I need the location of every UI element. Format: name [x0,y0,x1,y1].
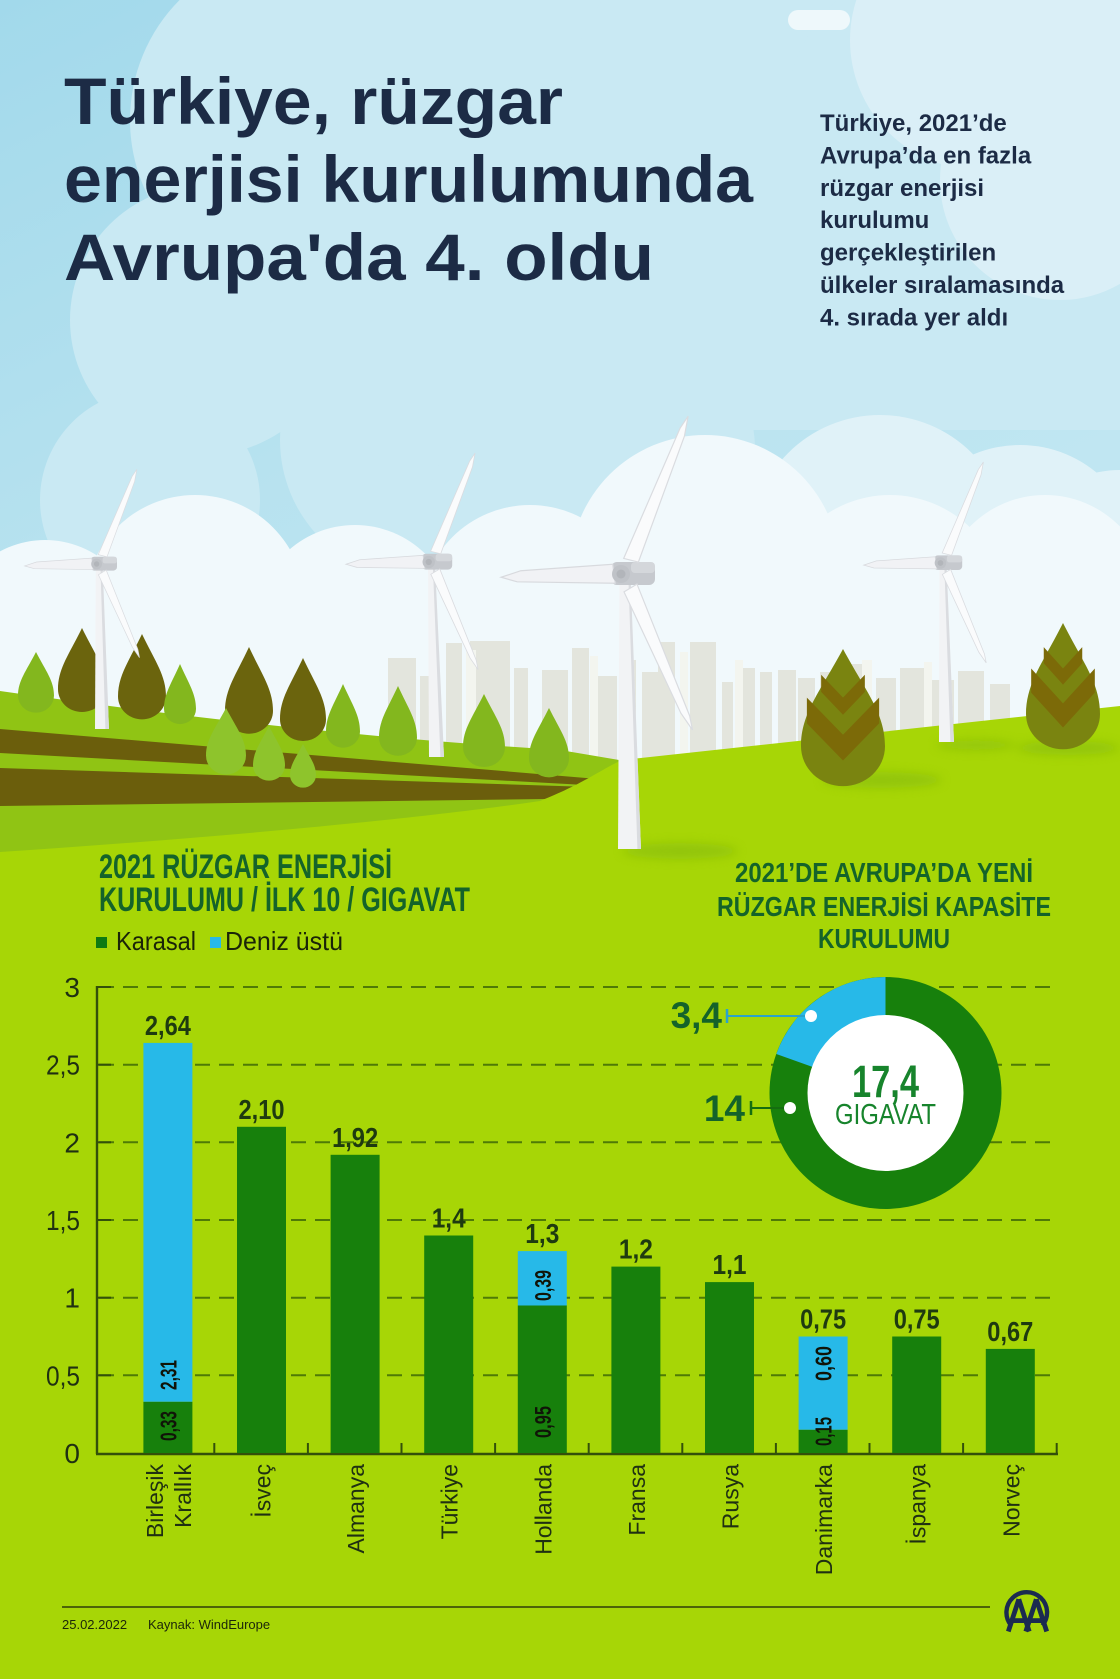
svg-text:0,33: 0,33 [155,1411,181,1441]
svg-text:Hollanda: Hollanda [530,1464,556,1555]
svg-text:2,5: 2,5 [46,1050,80,1081]
svg-text:0,67: 0,67 [987,1316,1033,1347]
svg-text:ülkeler sıralamasında: ülkeler sıralamasında [820,272,1065,299]
svg-text:Avrupa'da 4. oldu: Avrupa'da 4. oldu [64,220,654,294]
svg-text:Türkiye, 2021’de: Türkiye, 2021’de [820,110,1007,137]
svg-text:2: 2 [64,1127,80,1158]
svg-text:rüzgar enerjisi: rüzgar enerjisi [820,175,984,202]
svg-text:0,60: 0,60 [811,1346,837,1381]
svg-text:enerjisi kurulumunda: enerjisi kurulumunda [64,142,754,216]
svg-text:Türkiye, rüzgar: Türkiye, rüzgar [64,64,563,138]
svg-text:gerçekleştirilen: gerçekleştirilen [820,240,996,267]
svg-text:0,15: 0,15 [811,1417,837,1446]
svg-text:2021’DE AVRUPA’DA YENİ: 2021’DE AVRUPA’DA YENİ [735,857,1033,888]
svg-text:0: 0 [64,1438,80,1469]
svg-text:25.02.2022: 25.02.2022 [62,1617,127,1632]
svg-text:Almanya: Almanya [343,1464,369,1554]
svg-text:1,2: 1,2 [619,1234,653,1265]
svg-text:0,39: 0,39 [530,1270,556,1301]
svg-text:1,1: 1,1 [713,1249,747,1280]
svg-text:14: 14 [704,1088,746,1129]
svg-text:Avrupa’da en fazla: Avrupa’da en fazla [820,142,1032,169]
svg-text:0,75: 0,75 [894,1304,940,1335]
svg-text:1,92: 1,92 [332,1122,378,1153]
svg-text:0,5: 0,5 [46,1360,80,1391]
svg-text:Kaynak: WindEurope: Kaynak: WindEurope [148,1617,270,1632]
svg-text:2,10: 2,10 [239,1094,285,1125]
svg-text:2021 RÜZGAR ENERJİSİ: 2021 RÜZGAR ENERJİSİ [99,848,392,886]
svg-text:0,95: 0,95 [530,1406,556,1438]
svg-text:1,3: 1,3 [525,1218,559,1249]
svg-text:2,31: 2,31 [155,1360,181,1390]
svg-text:KURULUMU / İLK 10 / GIGAVAT: KURULUMU / İLK 10 / GIGAVAT [99,881,470,919]
svg-text:1,4: 1,4 [432,1203,466,1234]
svg-text:Karasal: Karasal [116,926,196,956]
svg-text:Fransa: Fransa [624,1464,650,1536]
svg-text:Krallık: Krallık [170,1464,196,1528]
svg-text:GIGAVAT: GIGAVAT [835,1099,936,1131]
svg-text:1,5: 1,5 [46,1205,80,1236]
svg-text:Birleşik: Birleşik [142,1464,168,1539]
svg-text:İspanya: İspanya [905,1464,931,1545]
svg-text:RÜZGAR ENERJİSİ KAPASİTE: RÜZGAR ENERJİSİ KAPASİTE [717,891,1051,922]
svg-text:0,75: 0,75 [800,1304,846,1335]
svg-text:Rusya: Rusya [718,1464,744,1529]
svg-text:1: 1 [64,1283,80,1314]
svg-text:Norveç: Norveç [998,1464,1024,1537]
svg-text:Danimarka: Danimarka [811,1464,837,1575]
svg-text:3,4: 3,4 [671,995,723,1036]
svg-text:Türkiye: Türkiye [437,1464,463,1539]
svg-text:17,4: 17,4 [852,1056,919,1107]
svg-text:KURULUMU: KURULUMU [818,923,950,954]
svg-text:Deniz üstü: Deniz üstü [225,926,343,956]
svg-text:2,64: 2,64 [145,1010,191,1041]
svg-text:3: 3 [64,972,80,1003]
svg-text:4. sırada yer aldı: 4. sırada yer aldı [820,304,1008,331]
svg-text:kurulumu: kurulumu [820,207,929,234]
svg-text:İsveç: İsveç [250,1464,276,1518]
